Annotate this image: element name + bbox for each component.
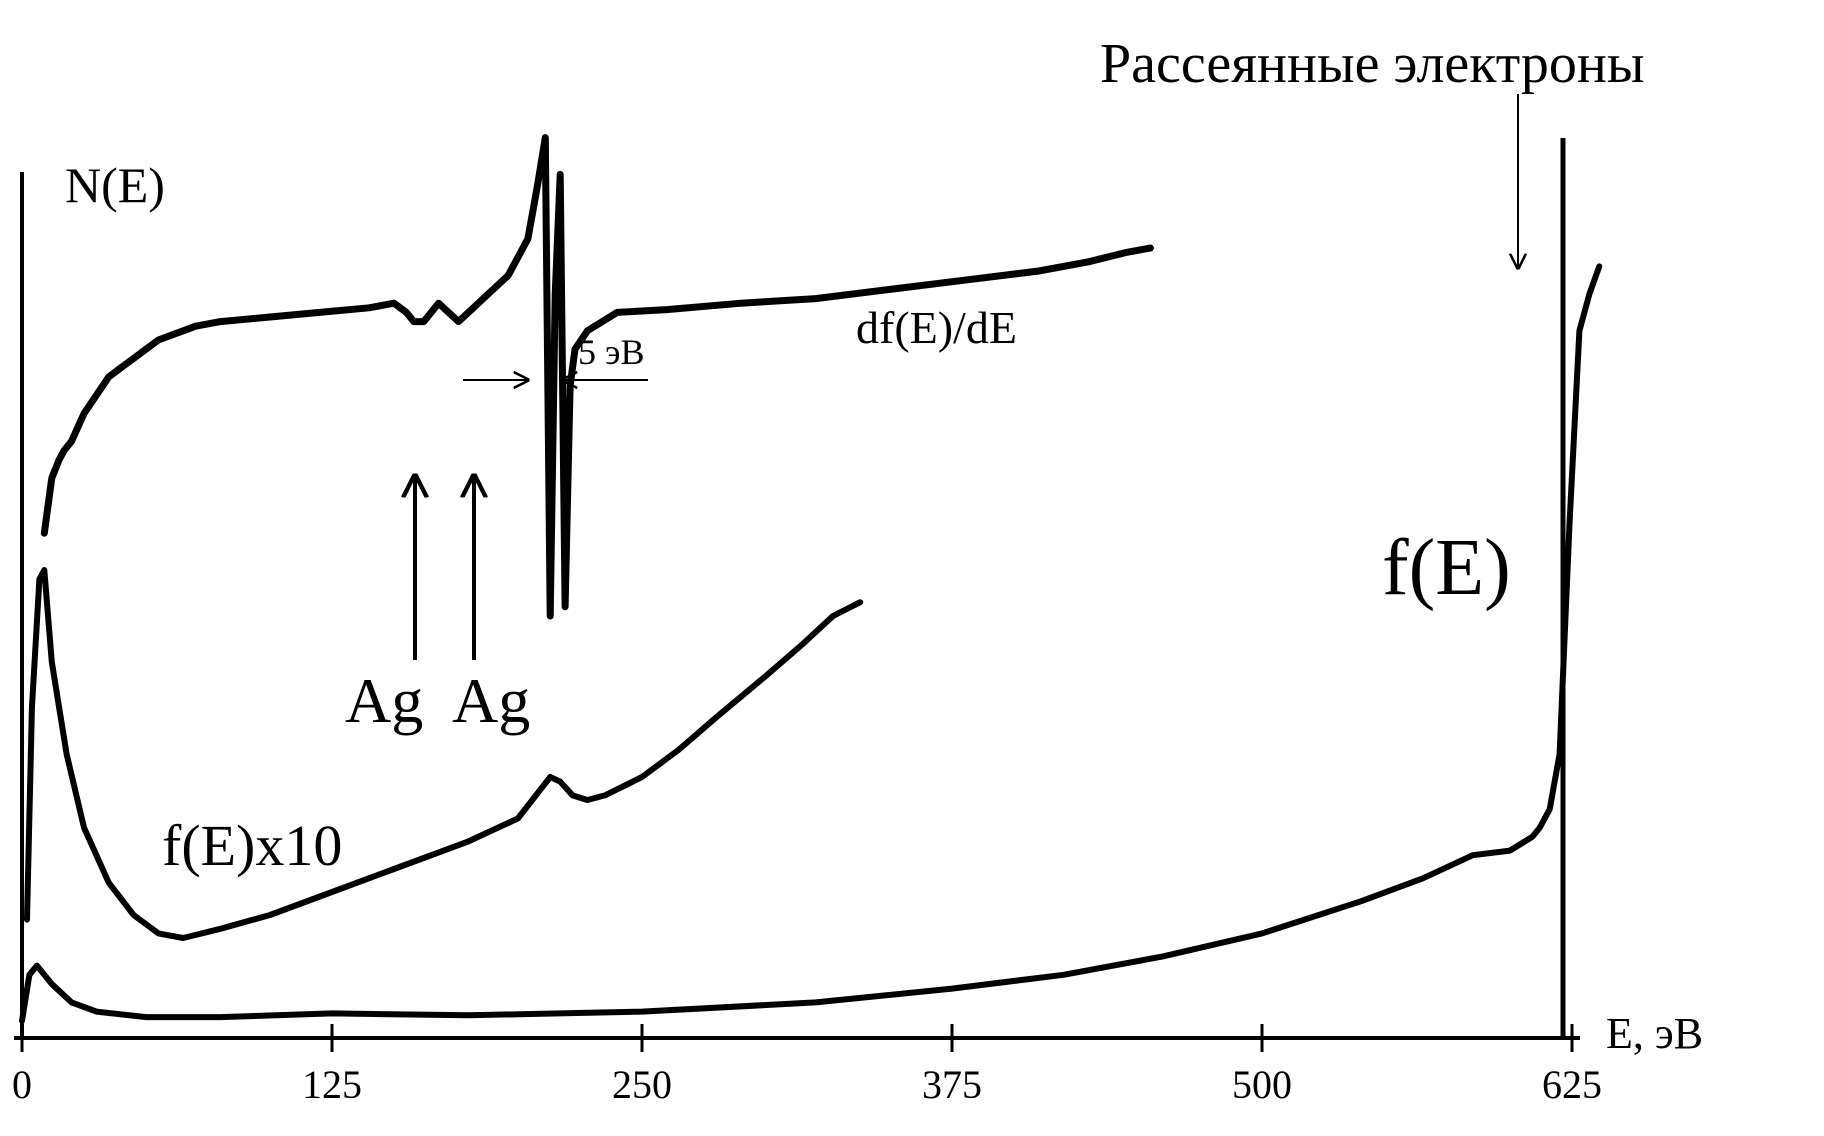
series-layer: [19, 134, 1603, 1024]
y-axis-label: N(E): [65, 157, 165, 213]
x-tick-label: 375: [922, 1062, 982, 1107]
annotation-f-e-x10: f(E)x10: [162, 813, 342, 878]
x-axis-tick-labels: 0 125 250 375 500 625: [12, 1062, 1602, 1107]
x-axis-label: E, эВ: [1606, 1009, 1703, 1058]
annotation-ag-2: Ag: [452, 665, 530, 736]
x-tick-label: 625: [1542, 1062, 1602, 1107]
x-tick-label: 250: [612, 1062, 672, 1107]
annotation-derivative: df(E)/dE: [856, 302, 1017, 353]
series-line-f-e: [19, 263, 1603, 1024]
x-tick-label: 125: [302, 1062, 362, 1107]
annotation-f-e: f(E): [1382, 524, 1511, 612]
annotation-5ev: 5 эВ: [578, 332, 644, 372]
annotation-scattered-electrons: Рассеянные электроны: [1100, 33, 1644, 95]
annotation-ag-1: Ag: [345, 665, 423, 736]
x-tick-label: 500: [1232, 1062, 1292, 1107]
series-line-derivative: [40, 134, 1154, 620]
x-tick-label: 0: [12, 1062, 32, 1107]
x-axis-ticks: [20, 1024, 1574, 1052]
series-line-f-e-x10: [24, 567, 864, 941]
